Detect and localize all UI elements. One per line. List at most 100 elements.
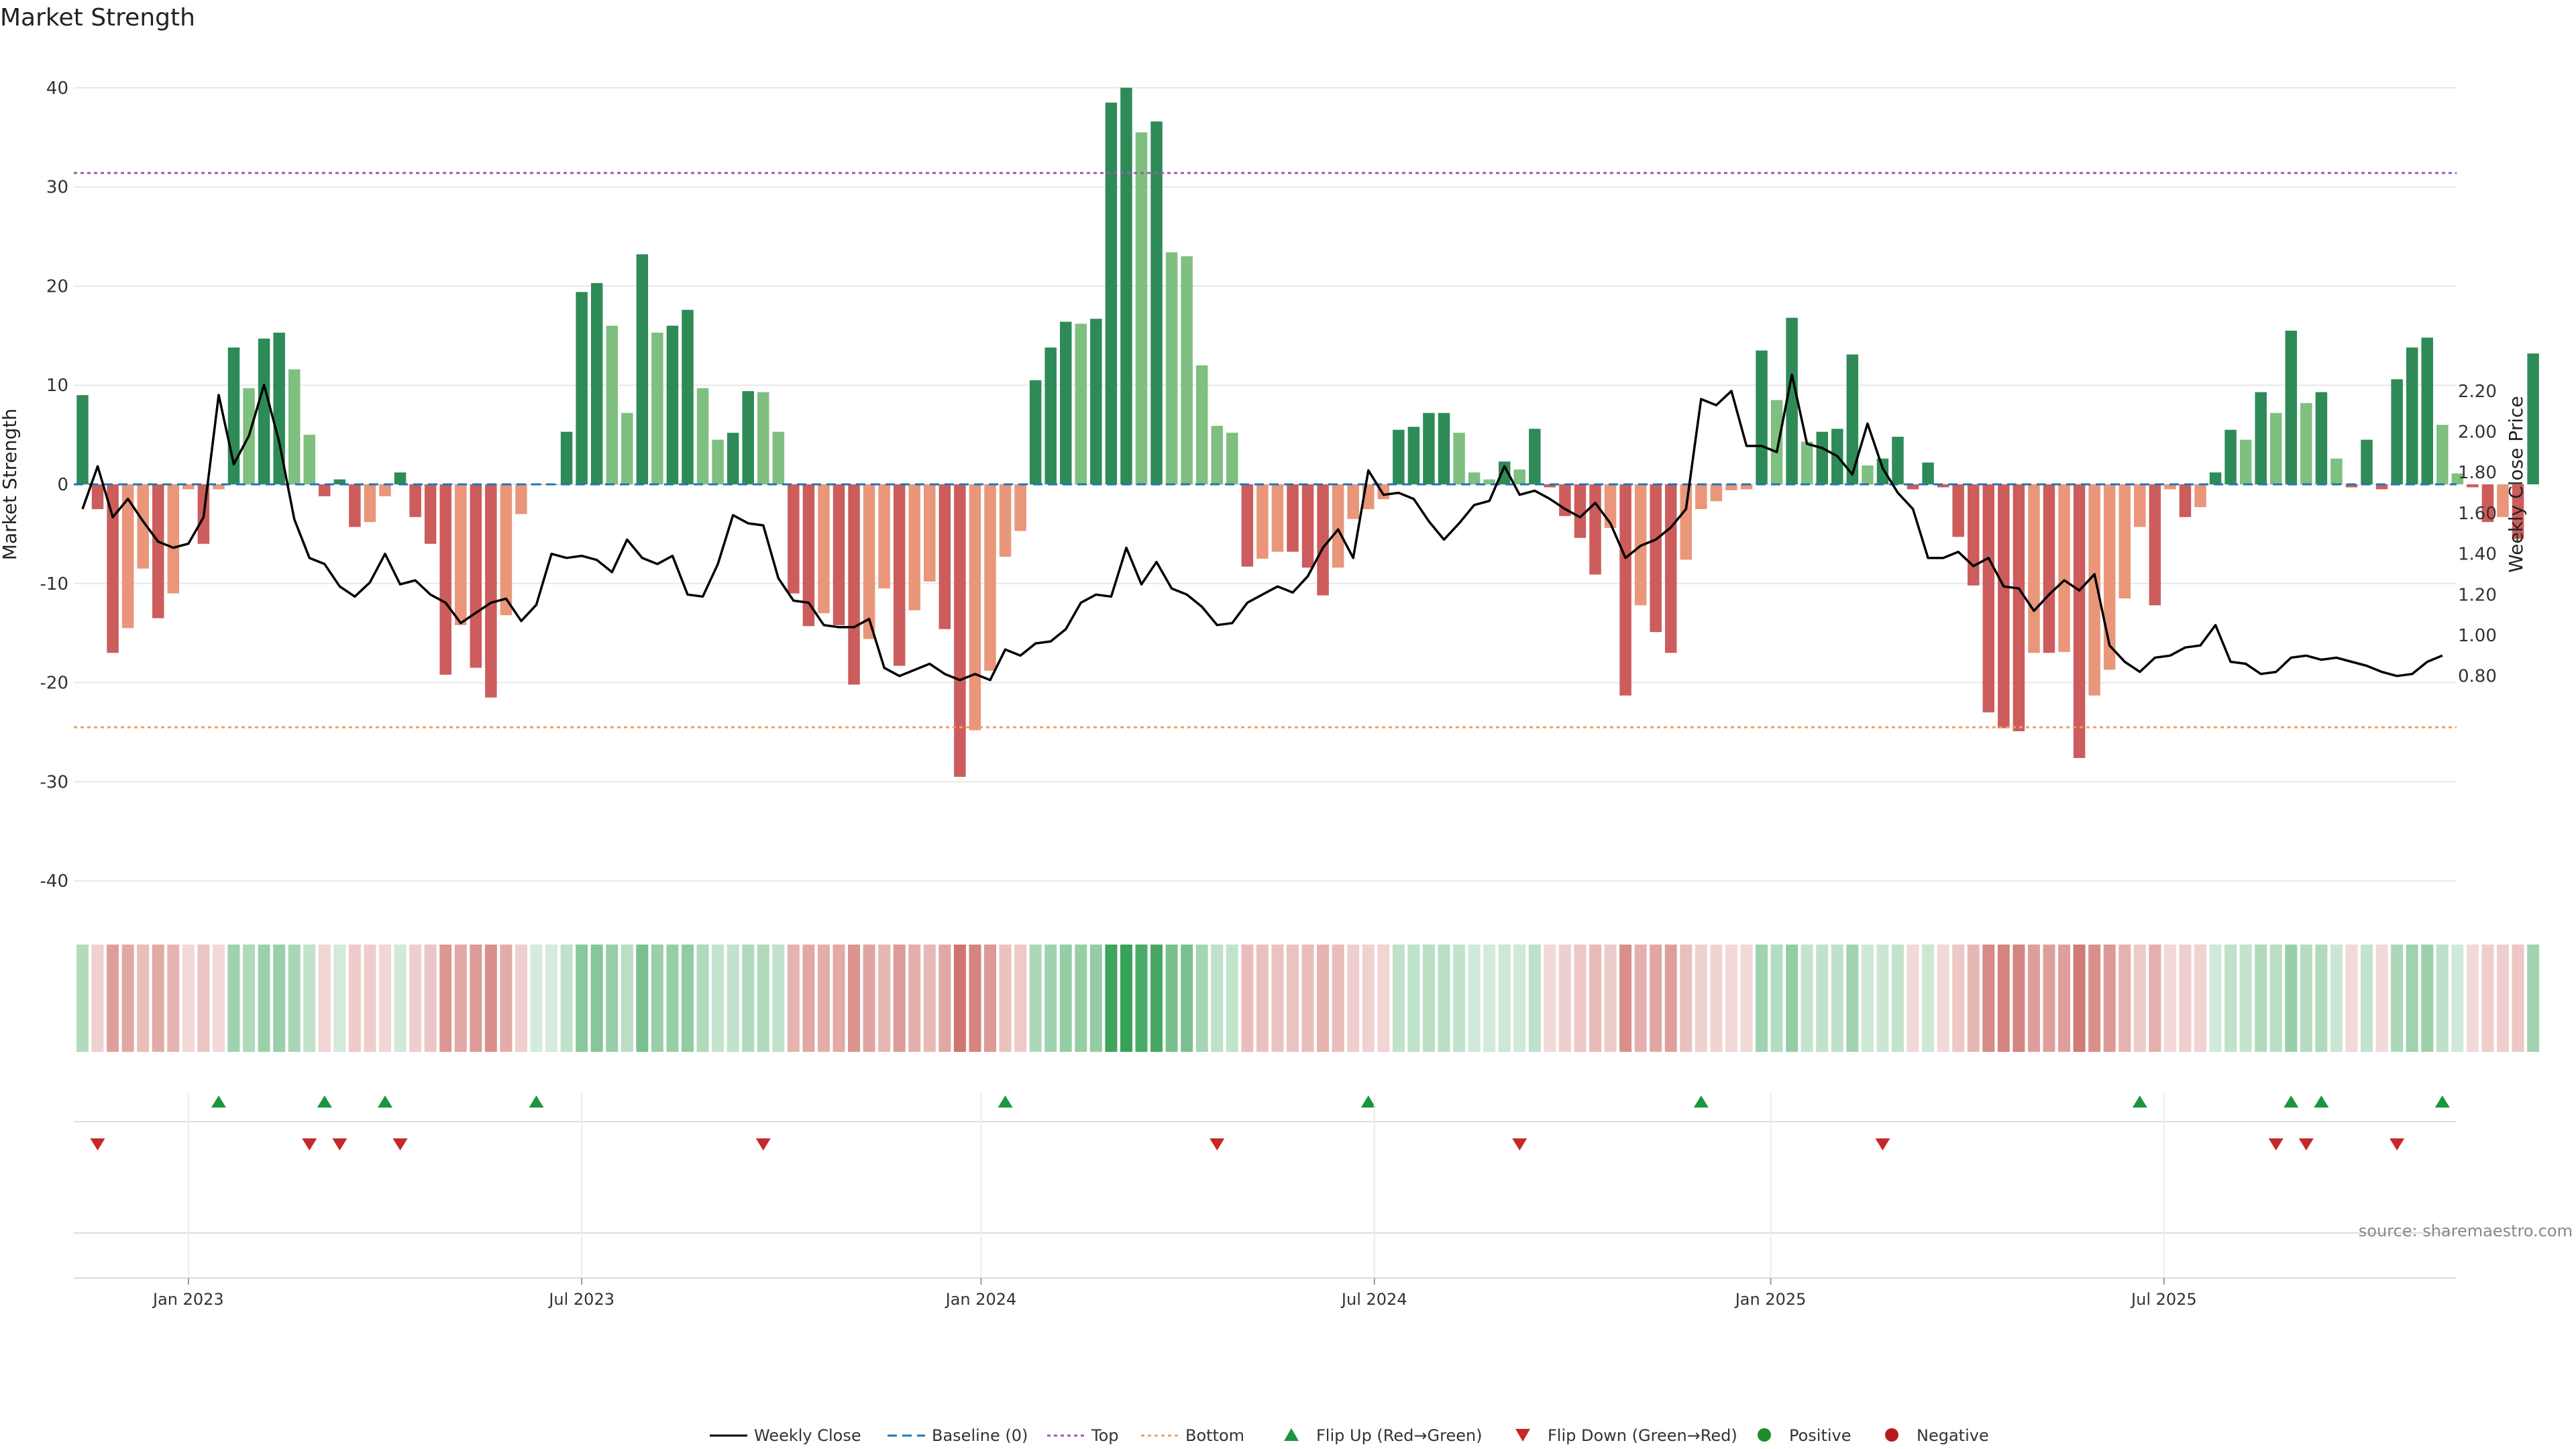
strength-bar	[1695, 484, 1707, 509]
heat-cell	[2118, 945, 2131, 1052]
heat-cell	[787, 945, 800, 1052]
heat-cell	[696, 945, 709, 1052]
heat-cell	[318, 945, 331, 1052]
y-tick-label: 10	[46, 376, 68, 396]
flip-up-marker	[2284, 1095, 2299, 1108]
x-tick-label: Jul 2025	[2130, 1290, 2197, 1309]
heat-cell	[1422, 945, 1435, 1052]
heat-cell	[1165, 945, 1178, 1052]
heat-cell	[2345, 945, 2358, 1052]
strength-bar	[1332, 484, 1344, 568]
price-line-group	[81, 373, 2443, 682]
heat-cell	[1029, 945, 1042, 1052]
heat-cell	[243, 945, 256, 1052]
heat-cell	[1816, 945, 1829, 1052]
heat-cell	[439, 945, 452, 1052]
strength-bar	[1756, 350, 1768, 484]
heat-cell	[121, 945, 134, 1052]
heat-cell	[182, 945, 195, 1052]
strength-bar	[485, 484, 497, 698]
strength-bar	[1907, 484, 1919, 490]
heat-cell	[2073, 945, 2086, 1052]
heat-cell	[2239, 945, 2252, 1052]
heat-cell	[2330, 945, 2343, 1052]
x-tick-label: Jan 2025	[1734, 1290, 1807, 1309]
strength-bar	[2179, 484, 2192, 517]
strength-bar	[1014, 484, 1026, 531]
heat-cell	[1558, 945, 1571, 1052]
heat-cell	[530, 945, 543, 1052]
strength-bar	[984, 484, 996, 671]
flip-down-marker	[1512, 1138, 1527, 1150]
heat-cell	[424, 945, 437, 1052]
heat-cell	[802, 945, 815, 1052]
heat-cell	[2027, 945, 2040, 1052]
y-tick-label: 0	[57, 475, 68, 495]
heat-cell	[2088, 945, 2101, 1052]
strength-bar	[1453, 433, 1465, 484]
heat-cell	[2436, 945, 2449, 1052]
strength-bar	[333, 479, 346, 484]
heat-cell	[1135, 945, 1148, 1052]
heat-cell	[560, 945, 573, 1052]
strength-bar	[651, 332, 663, 484]
strength-bar	[1150, 121, 1163, 484]
strength-bar	[1317, 484, 1329, 596]
strength-bar	[470, 484, 482, 668]
heat-cell	[772, 945, 785, 1052]
strength-bar	[2149, 484, 2161, 606]
strength-bar	[2012, 484, 2025, 732]
heat-cell	[1271, 945, 1284, 1052]
heat-cell	[2194, 945, 2206, 1052]
heat-cell	[953, 945, 966, 1052]
heat-cell	[333, 945, 346, 1052]
heat-cell	[1756, 945, 1768, 1052]
heat-cell	[1301, 945, 1314, 1052]
strength-bar	[1211, 425, 1223, 484]
heat-cell	[2133, 945, 2146, 1052]
heat-cell	[1997, 945, 2010, 1052]
heat-cell	[2391, 945, 2404, 1052]
y-tick-label: -30	[40, 772, 68, 792]
strength-bar	[590, 282, 603, 484]
heat-cell	[2361, 945, 2373, 1052]
heat-cell	[817, 945, 830, 1052]
strength-bar	[1619, 484, 1631, 696]
strength-bar	[1075, 323, 1087, 484]
strength-bar	[1544, 484, 1556, 488]
heat-cell	[666, 945, 679, 1052]
heat-cell	[364, 945, 376, 1052]
bottom-panels	[74, 1093, 2457, 1285]
strength-bar	[727, 433, 739, 484]
heat-cell	[1680, 945, 1693, 1052]
flip-up-marker	[529, 1095, 544, 1108]
strength-bar	[1680, 484, 1693, 560]
strength-bar	[1770, 400, 1783, 484]
heat-cell	[2179, 945, 2192, 1052]
y-tick-label: 20	[46, 276, 68, 297]
heat-cell	[2300, 945, 2312, 1052]
legend-label: Flip Up (Red→Green)	[1316, 1426, 1483, 1445]
strength-bar	[1195, 365, 1208, 484]
heat-cell	[1952, 945, 1965, 1052]
heat-cell	[969, 945, 981, 1052]
heat-cell	[1770, 945, 1783, 1052]
strength-bar	[1982, 484, 1995, 712]
strength-bar	[2315, 392, 2328, 484]
strength-bar	[1937, 484, 1949, 488]
heat-cell	[1226, 945, 1238, 1052]
strength-bar	[1347, 484, 1359, 519]
heat-cell	[1150, 945, 1163, 1052]
heat-cell	[1634, 945, 1647, 1052]
strength-bar	[1105, 102, 1118, 485]
heat-cell	[2043, 945, 2055, 1052]
strength-bar	[1952, 484, 1964, 537]
heat-cell	[348, 945, 361, 1052]
strength-bar	[1786, 317, 1798, 484]
y2-tick-label: 1.60	[2458, 504, 2497, 524]
heat-cell	[848, 945, 861, 1052]
flip-up-marker	[998, 1095, 1013, 1108]
strength-bar	[1181, 256, 1193, 484]
strength-bar	[1438, 413, 1450, 484]
strength-bar	[1922, 462, 1934, 484]
